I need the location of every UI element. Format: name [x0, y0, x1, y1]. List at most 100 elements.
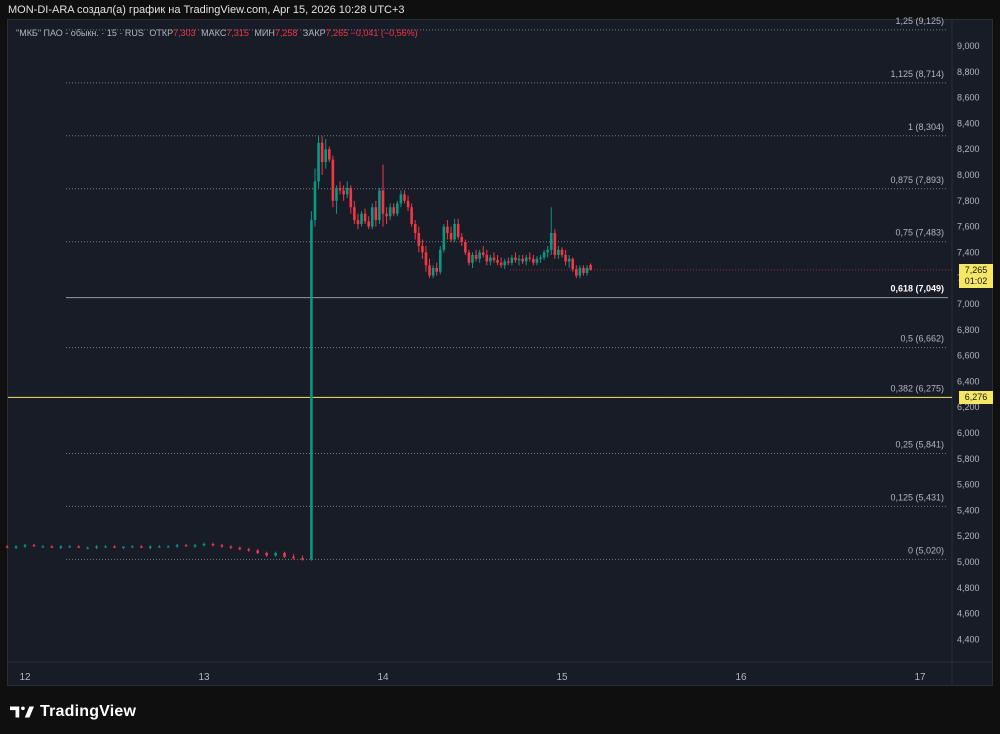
x-tick-label: 14 [377, 672, 389, 683]
high-value: 7,315 [226, 28, 249, 38]
candle-body [510, 257, 514, 263]
tradingview-branding[interactable]: TradingView [10, 700, 136, 724]
x-tick-label: 12 [19, 672, 31, 683]
x-tick-label: 16 [735, 672, 747, 683]
candle-body [349, 187, 353, 208]
candle-body [535, 258, 539, 263]
chart-author-header: MON-DI-ARA создал(а) график на TradingVi… [8, 4, 405, 16]
candle-body [131, 546, 134, 548]
open-label: ОТКР [149, 28, 174, 38]
low-label: МИН [254, 28, 275, 38]
y-tick-label: 5,200 [957, 531, 980, 541]
candle-body [532, 258, 535, 263]
candle-body [41, 546, 45, 548]
symbol-legend: "МКБ" ПАО - обыкн. · 15 · RUS ОТКР7,303 … [16, 28, 418, 38]
y-tick-label: 8,600 [957, 93, 980, 103]
candle-body [446, 226, 449, 234]
candle-body [410, 207, 413, 225]
y-tick-label: 7,400 [957, 247, 980, 257]
y-tick-label: 6,000 [957, 428, 980, 438]
candle-body [403, 194, 406, 201]
candle-body [485, 254, 489, 262]
candle-body [456, 224, 460, 237]
candle-body [229, 546, 233, 548]
candle-body [328, 149, 331, 160]
chart-pane[interactable] [7, 19, 993, 686]
fib-level-label: 0 (5,020) [908, 545, 944, 555]
open-value: 7,303 [173, 28, 196, 38]
candle-body [546, 249, 549, 253]
candle-body [104, 546, 107, 548]
close-label: ЗАКР [302, 28, 326, 38]
candle-body [507, 261, 510, 263]
y-tick-label: 8,200 [957, 144, 980, 154]
candle-body [313, 181, 317, 221]
y-tick-label: 4,600 [957, 609, 980, 619]
x-tick-label: 13 [198, 672, 210, 683]
candle-body [467, 252, 471, 263]
candle-body [413, 224, 417, 234]
candle-body [474, 254, 478, 259]
fib-level-label: 0,382 (6,275) [890, 384, 944, 394]
x-tick-label: 17 [914, 672, 926, 683]
candle-body [320, 142, 324, 163]
candle-body [524, 257, 528, 262]
candle-body [175, 545, 179, 547]
fib-level-label: 1,125 (8,714) [890, 69, 944, 79]
change-value: −0,041 (−0,56%) [350, 28, 418, 38]
candle-body [363, 213, 367, 222]
candle-body [338, 187, 342, 191]
symbol-name[interactable]: "МКБ" ПАО - обыкн. · 15 · RUS [16, 28, 144, 38]
candle-body [385, 213, 388, 217]
candle-body [585, 267, 589, 274]
fib-level-label: 0,25 (5,841) [895, 440, 944, 450]
candle-body [360, 213, 363, 225]
candle-body [575, 269, 578, 276]
candle-body [317, 142, 320, 182]
candle-body [301, 558, 304, 560]
candle-body [396, 203, 399, 214]
low-value: 7,258 [274, 28, 298, 38]
candle-body [521, 258, 524, 262]
candle-body [77, 546, 80, 548]
tradingview-logo-icon [10, 706, 34, 718]
candle-body [211, 543, 215, 546]
candle-body [367, 221, 370, 227]
candle-body [471, 254, 474, 263]
candle-body [388, 207, 392, 217]
candle-body [5, 546, 9, 548]
y-tick-label: 6,800 [957, 325, 980, 335]
candle-body [528, 257, 532, 259]
candle-body [438, 249, 442, 272]
candle-body [345, 187, 349, 195]
candle-body [589, 264, 592, 270]
candle-body [564, 254, 567, 262]
candle-body [342, 190, 345, 195]
candle-body [478, 252, 481, 259]
candle-body [539, 257, 542, 259]
y-tick-label: 5,400 [957, 505, 980, 515]
x-tick-label: 15 [556, 672, 568, 683]
candle-body [481, 252, 485, 255]
candle-body [140, 546, 143, 548]
candle-body [220, 545, 224, 547]
y-tick-label: 5,800 [957, 454, 980, 464]
fib-level-label: 0,125 (5,431) [890, 492, 944, 502]
candle-body [378, 190, 381, 221]
fib-level-label: 0,75 (7,483) [895, 228, 944, 238]
candle-body [517, 258, 521, 261]
y-tick-label: 6,200 [957, 402, 980, 412]
candle-body [274, 552, 277, 556]
candle-body [122, 546, 125, 548]
candle-body [157, 546, 161, 548]
y-tick-label: 4,800 [957, 583, 980, 593]
candle-body [571, 258, 575, 270]
candle-body [256, 550, 259, 553]
horizontal-line-price-tag: 6,276 [959, 391, 993, 405]
candle-body [503, 261, 507, 266]
y-tick-label: 5,000 [957, 557, 980, 567]
candle-body [453, 224, 456, 240]
tradingview-brand: TradingView [40, 703, 137, 720]
candle-body [113, 546, 116, 548]
